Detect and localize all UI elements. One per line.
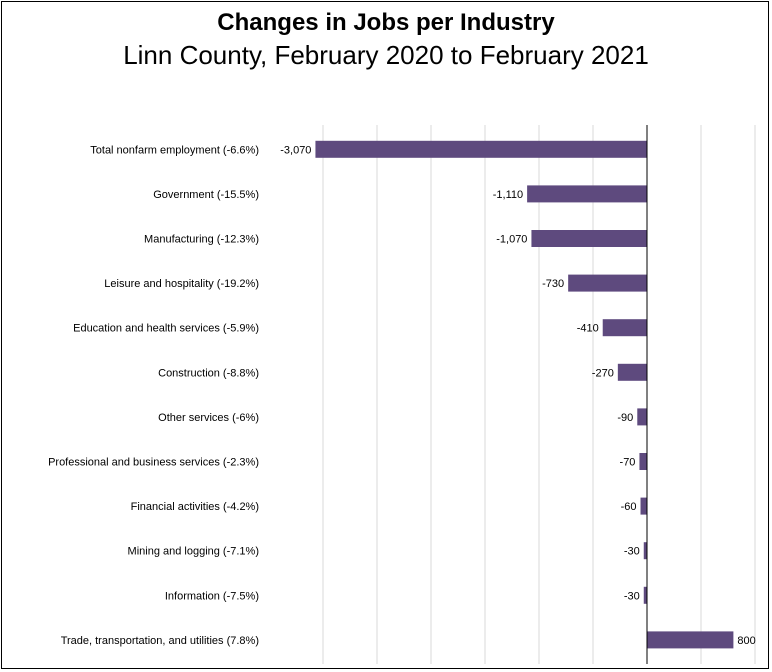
bar — [617, 363, 647, 381]
bar — [602, 319, 647, 337]
category-label: Leisure and hospitality (-19.2%) — [104, 278, 259, 290]
bar — [531, 230, 647, 247]
value-label: -1,110 — [493, 189, 523, 201]
category-label: Manufacturing (-12.3%) — [144, 234, 259, 246]
category-label: Other services (-6%) — [158, 412, 259, 424]
value-label: -70 — [620, 457, 636, 469]
bar — [639, 453, 647, 470]
bar — [640, 497, 647, 515]
value-label: -410 — [577, 323, 599, 335]
category-label: Government (-15.5%) — [153, 189, 259, 201]
bar — [643, 542, 647, 560]
category-label: Education and health services (-5.9%) — [73, 323, 259, 335]
value-label: -90 — [617, 412, 633, 424]
category-label: Construction (-8.8%) — [158, 367, 259, 379]
bar — [315, 140, 647, 158]
value-label: -730 — [542, 278, 564, 290]
bar — [527, 185, 647, 203]
bar — [647, 631, 734, 649]
category-label: Total nonfarm employment (-6.6%) — [90, 144, 259, 156]
category-label: Financial activities (-4.2%) — [131, 501, 259, 513]
value-label: -1,070 — [496, 234, 527, 246]
category-label: Information (-7.5%) — [165, 590, 259, 602]
value-label: -30 — [624, 546, 640, 558]
value-label: 800 — [737, 635, 755, 647]
value-label: -270 — [592, 367, 614, 379]
chart-subtitle: Linn County, February 2020 to February 2… — [123, 40, 649, 70]
value-label: -3,070 — [280, 144, 311, 156]
bar — [568, 274, 647, 292]
category-label: Mining and logging (-7.1%) — [128, 546, 259, 558]
category-label: Professional and business services (-2.3… — [48, 457, 259, 469]
value-label: -60 — [621, 501, 637, 513]
value-label: -30 — [624, 590, 640, 602]
category-label: Trade, transportation, and utilities (7.… — [61, 635, 259, 647]
chart-title: Changes in Jobs per Industry — [217, 9, 555, 36]
bar — [637, 408, 647, 426]
bar — [643, 586, 647, 604]
